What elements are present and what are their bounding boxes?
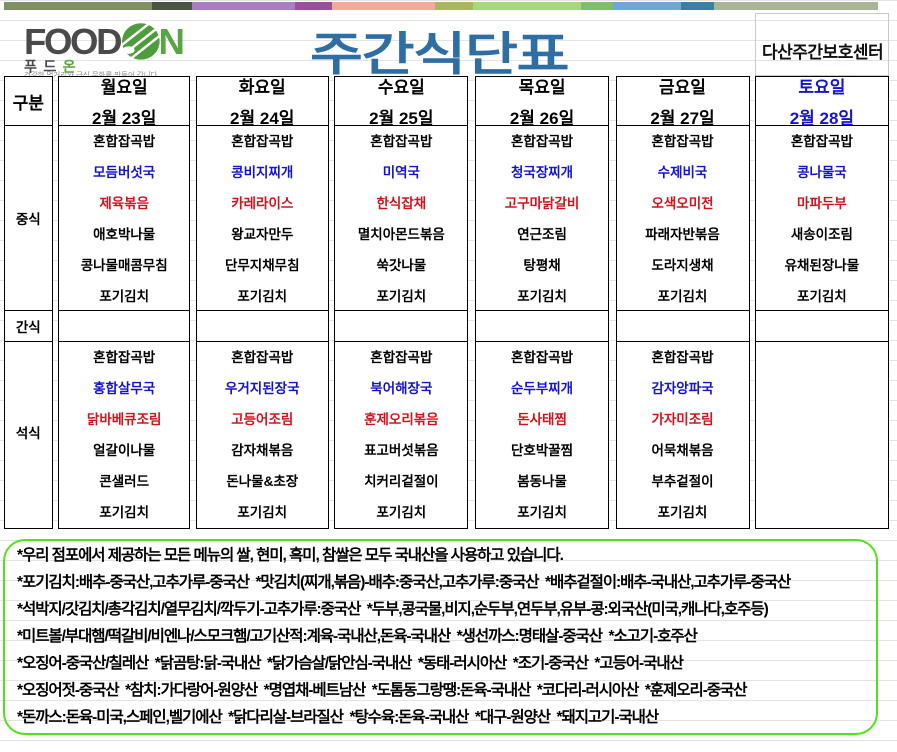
svg-text:N: N [159,22,183,62]
svg-text:FOOD: FOOD [24,22,121,62]
